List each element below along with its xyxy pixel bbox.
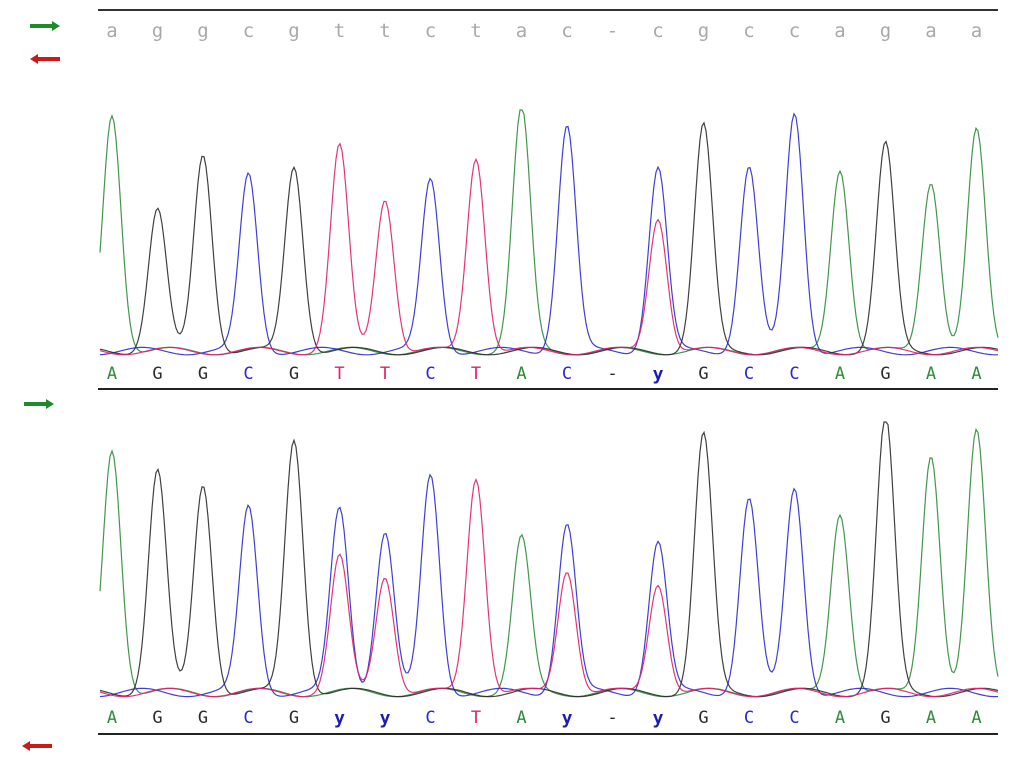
left-arrow-icon — [30, 54, 60, 64]
base-call: A — [971, 708, 982, 728]
base-call: G — [698, 364, 709, 384]
base-call: A — [516, 364, 527, 384]
base-call: G — [880, 364, 891, 384]
base-call: G — [698, 708, 709, 728]
base-call: C — [425, 708, 436, 728]
base-call: C — [743, 708, 755, 728]
consensus-base: g — [879, 20, 892, 42]
consensus-base: a — [970, 20, 983, 42]
base-call: C — [561, 364, 573, 384]
consensus-base: c — [424, 20, 437, 42]
trace-a — [99, 109, 999, 356]
trace-a — [99, 427, 999, 698]
base-call: C — [243, 364, 254, 384]
left-arrow-icon — [22, 741, 52, 751]
base-call: T — [470, 708, 482, 728]
consensus-base: c — [788, 20, 801, 42]
consensus-base: g — [697, 20, 710, 42]
consensus-base: t — [470, 20, 482, 42]
consensus-base: g — [151, 20, 164, 42]
base-call: T — [470, 364, 482, 384]
base-call: A — [925, 708, 937, 728]
base-call: C — [789, 708, 800, 728]
base-call: A — [516, 708, 527, 728]
consensus-base: g — [197, 20, 209, 42]
right-arrow-icon — [24, 399, 54, 409]
trace-g — [99, 421, 999, 698]
consensus-base: t — [333, 20, 346, 42]
base-call: T — [379, 364, 391, 384]
consensus-base: a — [515, 20, 528, 42]
base-call: C — [243, 708, 254, 728]
base-call: y — [379, 708, 391, 729]
consensus-base: a — [106, 20, 118, 42]
base-call: C — [425, 364, 436, 384]
base-call: - — [607, 364, 618, 384]
base-call: C — [789, 364, 800, 384]
base-call: A — [106, 364, 118, 384]
base-call: G — [288, 708, 300, 728]
base-call: A — [106, 708, 118, 728]
consensus-base: t — [379, 20, 391, 42]
trace-t — [99, 142, 999, 356]
consensus-base: a — [834, 20, 846, 42]
base-call: - — [607, 708, 618, 728]
consensus-base: c — [743, 20, 755, 42]
base-call: T — [334, 364, 345, 384]
base-call: G — [152, 364, 163, 384]
base-call: A — [971, 364, 982, 384]
consensus-base: c — [652, 20, 664, 42]
base-call: A — [834, 364, 846, 384]
consensus-base: c — [242, 20, 255, 42]
base-call: y — [334, 708, 345, 729]
consensus-base: a — [925, 20, 937, 42]
right-arrow-icon — [30, 21, 60, 31]
consensus-base: - — [606, 20, 619, 42]
base-call: y — [561, 708, 573, 729]
consensus-base: c — [561, 20, 573, 42]
base-call: y — [652, 364, 664, 385]
trace-c — [99, 112, 999, 356]
base-call: A — [925, 364, 937, 384]
trace-c — [99, 473, 999, 698]
base-call: G — [288, 364, 300, 384]
base-call: C — [743, 364, 755, 384]
base-call: G — [197, 708, 209, 728]
consensus-base: g — [288, 20, 300, 42]
base-call: A — [834, 708, 846, 728]
base-call: G — [880, 708, 891, 728]
base-call: G — [197, 364, 209, 384]
trace-t — [99, 477, 999, 698]
base-call: G — [152, 708, 163, 728]
base-call: y — [652, 708, 664, 729]
